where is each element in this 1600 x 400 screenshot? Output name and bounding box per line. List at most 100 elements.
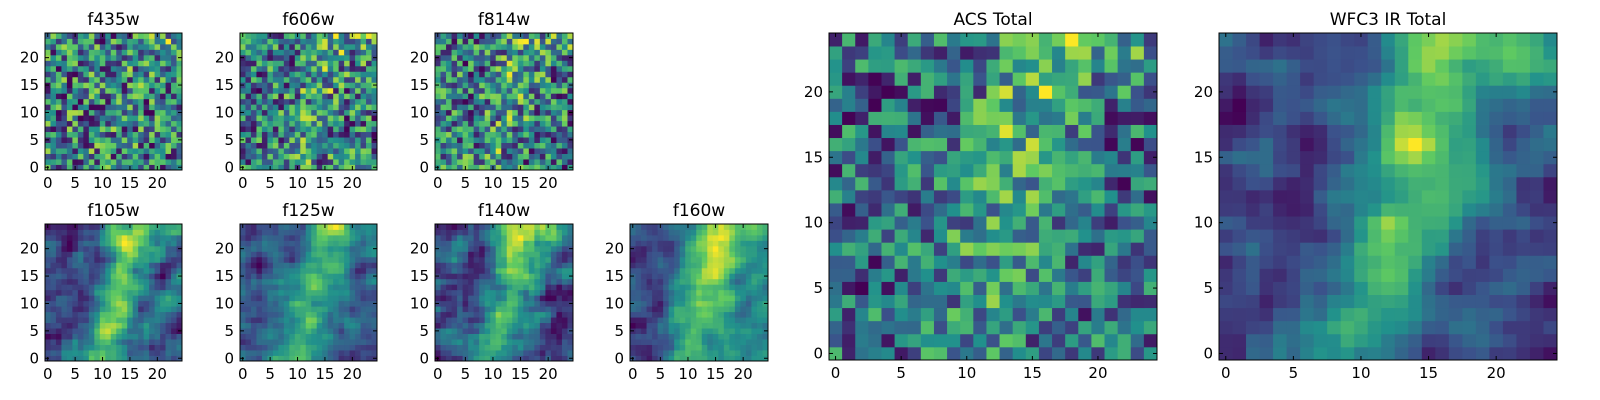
heatmap-cell [327, 54, 334, 61]
heatmap-cell [947, 255, 961, 269]
heatmap-cell [517, 76, 524, 83]
heatmap-cell [121, 131, 128, 138]
heatmap-cell [305, 93, 312, 100]
heatmap-cell [171, 54, 177, 61]
heatmap-cell [250, 87, 257, 94]
heatmap-cell [1038, 59, 1053, 73]
heatmap-cell [322, 142, 329, 149]
heatmap-cell [556, 164, 563, 171]
heatmap-cell [110, 148, 117, 154]
heatmap-cell [94, 159, 101, 165]
heatmap-cell [1273, 85, 1287, 99]
heatmap-cell [842, 111, 856, 125]
heatmap-cell [45, 71, 51, 78]
heatmap-cell [138, 115, 145, 122]
heatmap-cell [45, 240, 51, 247]
heatmap-cell [446, 109, 452, 116]
heatmap-cell [300, 159, 307, 165]
heatmap-cell [1259, 346, 1274, 361]
heatmap-cell [77, 267, 84, 274]
panel-title: WFC3 IR Total [1330, 10, 1447, 30]
heatmap-cell [1529, 33, 1544, 47]
heatmap-cell [132, 229, 139, 236]
heatmap-cell [289, 224, 296, 230]
heatmap-cell [61, 355, 68, 362]
heatmap-cell [1130, 307, 1145, 322]
heatmap-cell [534, 333, 541, 340]
heatmap-cell [446, 137, 452, 143]
heatmap-cell [1543, 46, 1558, 60]
heatmap-cell [110, 256, 117, 263]
heatmap-cell [283, 251, 290, 258]
heatmap-cell [77, 49, 84, 56]
heatmap-cell [272, 355, 279, 362]
heatmap-cell [143, 256, 150, 263]
heatmap-cell [61, 93, 68, 100]
heatmap-cell [1516, 124, 1531, 139]
heatmap-cell [484, 311, 491, 318]
heatmap-cell [1313, 189, 1328, 204]
heatmap-cell [894, 346, 909, 361]
x-tick-label: 20 [343, 174, 362, 192]
heatmap-cell [868, 111, 882, 125]
heatmap-cell [1435, 163, 1450, 178]
heatmap-cell [116, 278, 123, 285]
heatmap-cell [468, 109, 475, 116]
heatmap-cell [349, 251, 356, 258]
heatmap-cell [371, 87, 378, 94]
heatmap-cell [907, 176, 922, 191]
heatmap-cell [338, 38, 345, 45]
heatmap-cell [165, 38, 172, 45]
heatmap-cell [116, 148, 123, 154]
heatmap-cell [88, 33, 95, 39]
heatmap-cell [256, 284, 263, 291]
heatmap-cell [920, 242, 935, 256]
heatmap-cell [920, 281, 935, 295]
heatmap-cell [1367, 150, 1382, 165]
heatmap-cell [127, 126, 134, 133]
heatmap-cell [61, 98, 68, 105]
heatmap-cell [176, 262, 183, 269]
heatmap-cell [1327, 307, 1342, 322]
heatmap-cell [1462, 229, 1477, 243]
heatmap-cell [517, 98, 524, 105]
heatmap-cell [1421, 281, 1436, 295]
heatmap-cell [539, 322, 546, 329]
heatmap-cell [272, 333, 279, 340]
heatmap-cell [66, 98, 73, 105]
heatmap-cell [138, 344, 145, 351]
heatmap-cell [143, 306, 150, 313]
heatmap-cell [138, 339, 145, 345]
heatmap-cell [250, 109, 257, 116]
heatmap-cell [300, 262, 307, 269]
heatmap-cell [143, 164, 150, 171]
heatmap-cell [66, 245, 73, 252]
heatmap-cell [149, 93, 155, 100]
heatmap-cell [512, 43, 519, 50]
heatmap-cell [116, 333, 123, 340]
heatmap-cell [289, 71, 296, 78]
heatmap-cell [77, 322, 84, 329]
heatmap-cell [110, 93, 117, 100]
heatmap-cell [539, 355, 546, 362]
heatmap-cell [528, 278, 535, 285]
heatmap-cell [105, 71, 112, 78]
heatmap-cell [495, 322, 502, 329]
heatmap-cell [451, 333, 458, 340]
heatmap-cell [556, 350, 563, 356]
heatmap-cell [121, 240, 128, 247]
heatmap-cell [338, 300, 345, 307]
heatmap-cell [1117, 281, 1132, 295]
heatmap-cell [1038, 320, 1053, 335]
x-tick-label: 15 [1419, 364, 1438, 382]
heatmap-cell [567, 43, 574, 50]
heatmap-cell [99, 256, 106, 263]
heatmap-cell [316, 229, 323, 236]
heatmap-cell [1448, 203, 1463, 217]
heatmap-cell [1340, 163, 1355, 178]
heatmap-cell [451, 43, 458, 50]
heatmap-cell [121, 289, 128, 296]
heatmap-cell [165, 284, 172, 291]
heatmap-cell [855, 85, 869, 99]
heatmap-cell [451, 120, 458, 127]
